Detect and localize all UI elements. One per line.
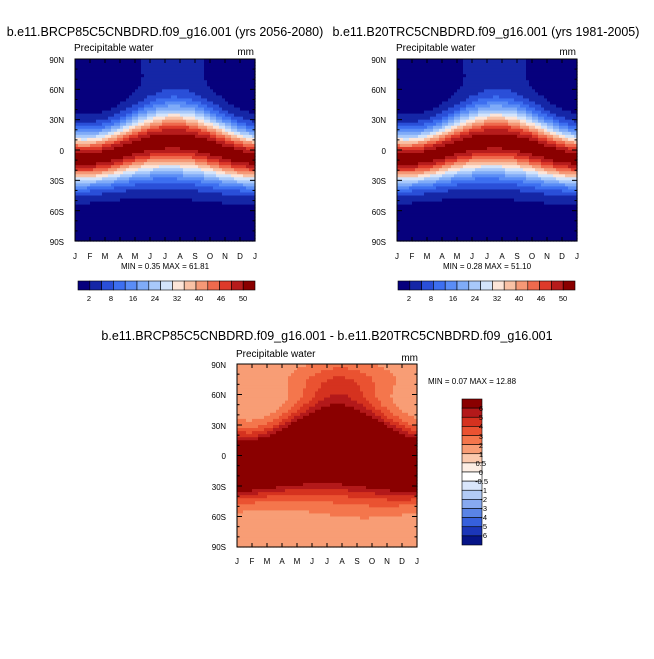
panel-1-xlabel-nov: N [222, 252, 228, 261]
colorbar-swatch [149, 281, 161, 290]
colorbar-swatch [231, 281, 243, 290]
colorbar-swatch [243, 281, 255, 290]
panel-2-subtitle-left: Precipitable water [396, 43, 476, 54]
panel-2-heatmap [397, 59, 578, 242]
panel-2-units: mm [559, 47, 576, 58]
panel-1-colorbar-labels: 2 8 16 24 32 40 46 50 [87, 294, 247, 303]
panel-1-cbar-label-50: 50 [239, 294, 247, 303]
panel-1-xlabel-jan: J [73, 252, 77, 261]
panel-1-xlabel-sep: S [192, 252, 197, 261]
panel-1-title: b.e11.BRCP85C5CNBDRD.f09_g16.001 (yrs 20… [7, 25, 324, 39]
panel-1-ylabel-90n: 90N [49, 56, 64, 65]
colorbar-swatch [102, 281, 114, 290]
panel-1-ylabel-90s: 90S [50, 238, 64, 247]
panel-1-colorbar [78, 281, 255, 290]
panel-1-cbar-label-24: 24 [151, 294, 159, 303]
panel-1-xlabel-mar: M [102, 252, 109, 261]
panel-1-xlabel-jul: J [163, 252, 167, 261]
panel-1-cbar-label-32: 32 [173, 294, 181, 303]
panel-1-xlabel-aug: A [177, 252, 183, 261]
panel-1-x-labels: J F M A M J J A S O N D J [73, 252, 257, 261]
panel-1-cbar-label-8: 8 [109, 294, 113, 303]
panel-1-ylabel-30n: 30N [49, 116, 64, 125]
panel-future: b.e11.BRCP85C5CNBDRD.f09_g16.001 (yrs 20… [7, 25, 324, 303]
panel-1-cbar-label-16: 16 [129, 294, 137, 303]
panel-1-xlabel-jun: J [148, 252, 152, 261]
panel-1-xlabel-feb: F [88, 252, 93, 261]
colorbar-swatch [172, 281, 184, 290]
colorbar-swatch [137, 281, 149, 290]
panel-1-stats: MIN = 0.35 MAX = 61.81 [121, 262, 210, 271]
panel-1-cbar-label-2: 2 [87, 294, 91, 303]
colorbar-swatch [220, 281, 232, 290]
panel-historical: b.e11.B20TRC5CNBDRD.f09_g16.001 (yrs 198… [333, 25, 640, 303]
panel-1-ylabel-60n: 60N [49, 86, 64, 95]
colorbar-swatch [196, 281, 208, 290]
panel-1-xlabel-may: M [132, 252, 139, 261]
panel-1-y-labels: 90N 60N 30N 0 30S 60S 90S [49, 56, 64, 247]
colorbar-swatch [113, 281, 125, 290]
panel-1-heatmap [75, 59, 256, 242]
panel-2-title: b.e11.B20TRC5CNBDRD.f09_g16.001 (yrs 198… [333, 25, 640, 39]
panel-1-cbar-label-40: 40 [195, 294, 203, 303]
panel-1-xlabel-apr: A [117, 252, 123, 261]
colorbar-swatch [161, 281, 173, 290]
colorbar-swatch [125, 281, 137, 290]
panel-1-xlabel-oct: O [207, 252, 213, 261]
colorbar-swatch [184, 281, 196, 290]
panel-1-cbar-label-46: 46 [217, 294, 225, 303]
panel-1-ylabel-30s: 30S [50, 177, 64, 186]
panel-1-subtitle-left: Precipitable water [74, 43, 154, 54]
panel-1-units: mm [237, 47, 254, 58]
panel-1-xlabel-jan-end: J [253, 252, 257, 261]
panel-1-ylabel-0: 0 [60, 147, 65, 156]
colorbar-swatch [78, 281, 90, 290]
panel-1-xlabel-dec: D [237, 252, 243, 261]
panel-1-ylabel-60s: 60S [50, 208, 64, 217]
colorbar-swatch [208, 281, 220, 290]
colorbar-swatch [90, 281, 102, 290]
